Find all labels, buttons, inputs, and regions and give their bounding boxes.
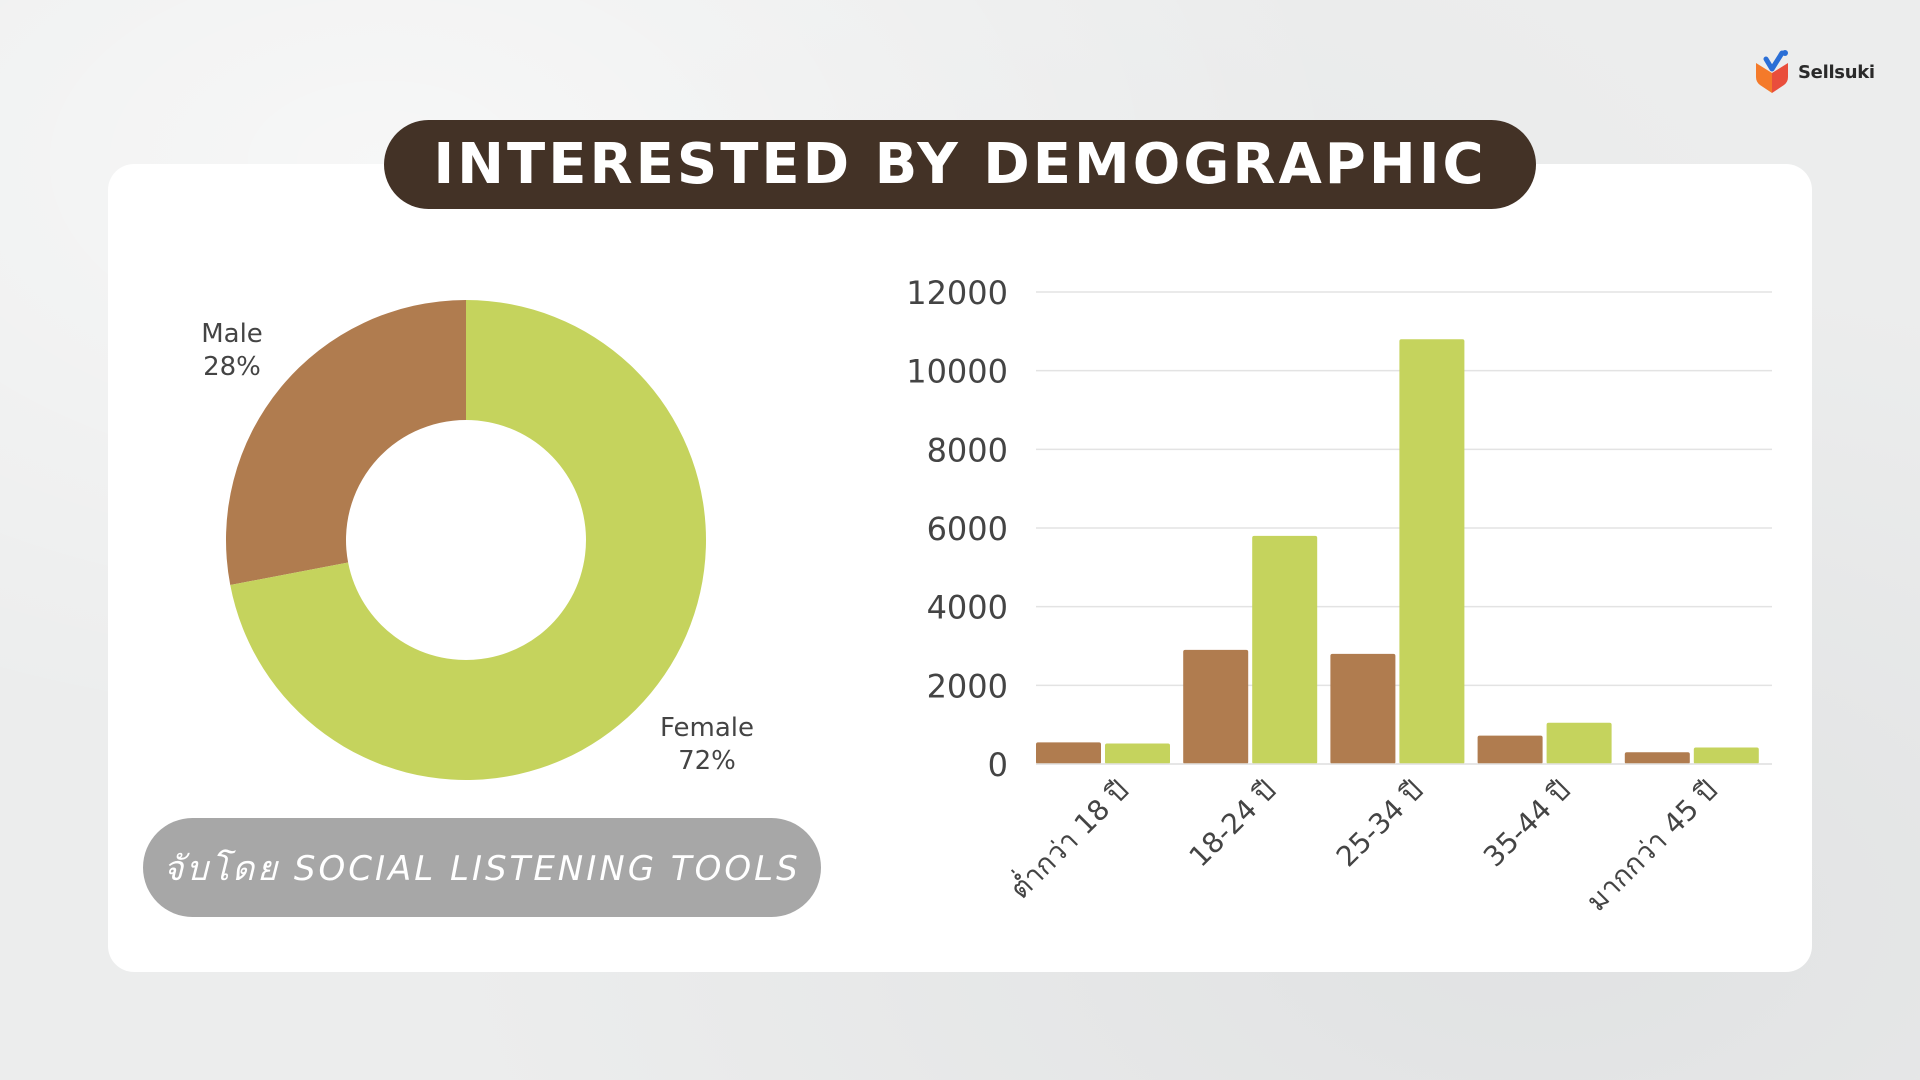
donut-slice-male [225, 300, 466, 585]
x-category-label: 35-44 ปี [1477, 774, 1577, 874]
bar-male-1 [1183, 649, 1249, 764]
donut-label-male: Male [201, 319, 263, 349]
sellsuki-logo-icon [1756, 50, 1788, 93]
y-tick-label: 10000 [906, 353, 1008, 391]
title-banner: INTERESTED BY DEMOGRAPHIC [384, 120, 1536, 209]
x-category-label: 25-34 ปี [1330, 774, 1430, 874]
bar-male-3 [1477, 735, 1543, 764]
bar-female-4 [1693, 747, 1759, 764]
brand-logo: Sellsuki [1752, 48, 1882, 96]
brand-name: Sellsuki [1798, 61, 1875, 83]
donut-pct-female: 72% [678, 746, 736, 776]
donut-label-female: Female [660, 713, 754, 743]
y-tick-label: 6000 [927, 510, 1008, 548]
x-category-label: มากกว่า 45 ปี [1580, 774, 1724, 918]
donut-pct-male: 28% [203, 352, 261, 382]
age-bar-chart: 0 2000 4000 6000 8000 10000 12000 ต่ำกว่า 18 ปี… [906, 274, 1772, 918]
x-category-label: 18-24 ปี [1183, 774, 1283, 874]
bar-female-2 [1399, 339, 1465, 764]
page-title: INTERESTED BY DEMOGRAPHIC [433, 132, 1487, 197]
bar-male-0 [1036, 742, 1101, 764]
y-tick-label: 4000 [927, 589, 1008, 627]
bar-female-1 [1252, 535, 1318, 764]
bar-female-0 [1105, 743, 1170, 764]
x-category-label: ต่ำกว่า 18 ปี [1001, 771, 1135, 905]
y-tick-label: 0 [988, 746, 1008, 784]
bar-female-3 [1546, 722, 1612, 764]
source-note: จับโดย SOCIAL LISTENING TOOLS [163, 848, 801, 889]
y-tick-label: 12000 [906, 274, 1008, 312]
y-tick-label: 2000 [927, 667, 1008, 705]
y-tick-label: 8000 [927, 431, 1008, 469]
source-note-badge: จับโดย SOCIAL LISTENING TOOLS [143, 818, 821, 917]
bar-male-4 [1624, 752, 1690, 764]
donut-slice-female [230, 300, 707, 780]
bar-male-2 [1330, 653, 1396, 764]
